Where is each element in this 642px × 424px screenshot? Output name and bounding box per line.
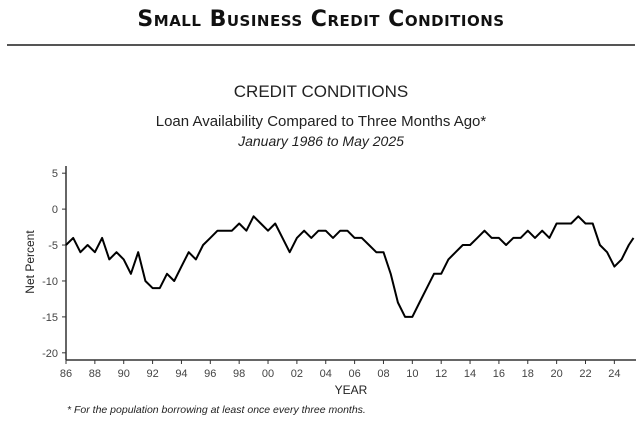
x-tick-label: 04 xyxy=(320,368,332,380)
x-tick-label: 20 xyxy=(551,368,563,380)
x-tick-label: 06 xyxy=(348,368,360,380)
x-tick-label: 02 xyxy=(291,368,303,380)
x-tick-label: 18 xyxy=(522,368,534,380)
y-axis-title: Net Percent xyxy=(23,230,37,294)
y-axis: 5 0 -5 -10 -15 -20 xyxy=(42,166,67,360)
header-divider xyxy=(7,44,635,46)
chart-subtitle: Loan Availability Compared to Three Mont… xyxy=(155,113,487,130)
x-axis: 86 88 90 92 94 96 98 00 02 04 06 08 10 12 14 16 18 20 22 24 xyxy=(60,359,636,380)
page-title: Small Business Credit Conditions xyxy=(137,7,505,32)
x-tick-label: 24 xyxy=(608,368,620,380)
x-tick-label: 08 xyxy=(377,368,389,380)
x-tick-label: 98 xyxy=(233,368,245,380)
x-tick-label: 12 xyxy=(435,368,447,380)
x-tick-label: 14 xyxy=(464,368,476,380)
y-tick-label: -20 xyxy=(42,348,58,360)
footnote: * For the population borrowing at least … xyxy=(67,404,366,416)
x-tick-label: 92 xyxy=(146,368,158,380)
y-tick-label: -15 xyxy=(42,312,58,324)
series-line-0 xyxy=(65,215,635,318)
plot-area xyxy=(65,215,635,318)
x-tick-label: 94 xyxy=(175,368,187,380)
x-tick-label: 96 xyxy=(204,368,216,380)
x-tick-label: 88 xyxy=(89,368,101,380)
chart-date-range: January 1986 to May 2025 xyxy=(238,133,404,149)
x-tick-label: 00 xyxy=(262,368,274,380)
y-tick-label: -10 xyxy=(42,276,58,288)
x-tick-label: 10 xyxy=(406,368,418,380)
y-tick-label: 0 xyxy=(52,204,58,216)
x-axis-title: YEAR xyxy=(335,383,368,397)
page-header: Small Business Credit Conditions xyxy=(0,0,642,47)
y-tick-label: -5 xyxy=(48,240,58,252)
x-tick-label: 90 xyxy=(118,368,130,380)
x-tick-label: 16 xyxy=(493,368,505,380)
x-tick-label: 86 xyxy=(60,368,72,380)
chart-title: CREDIT CONDITIONS xyxy=(233,82,409,101)
x-tick-label: 22 xyxy=(579,368,591,380)
y-tick-label: 5 xyxy=(52,168,58,180)
